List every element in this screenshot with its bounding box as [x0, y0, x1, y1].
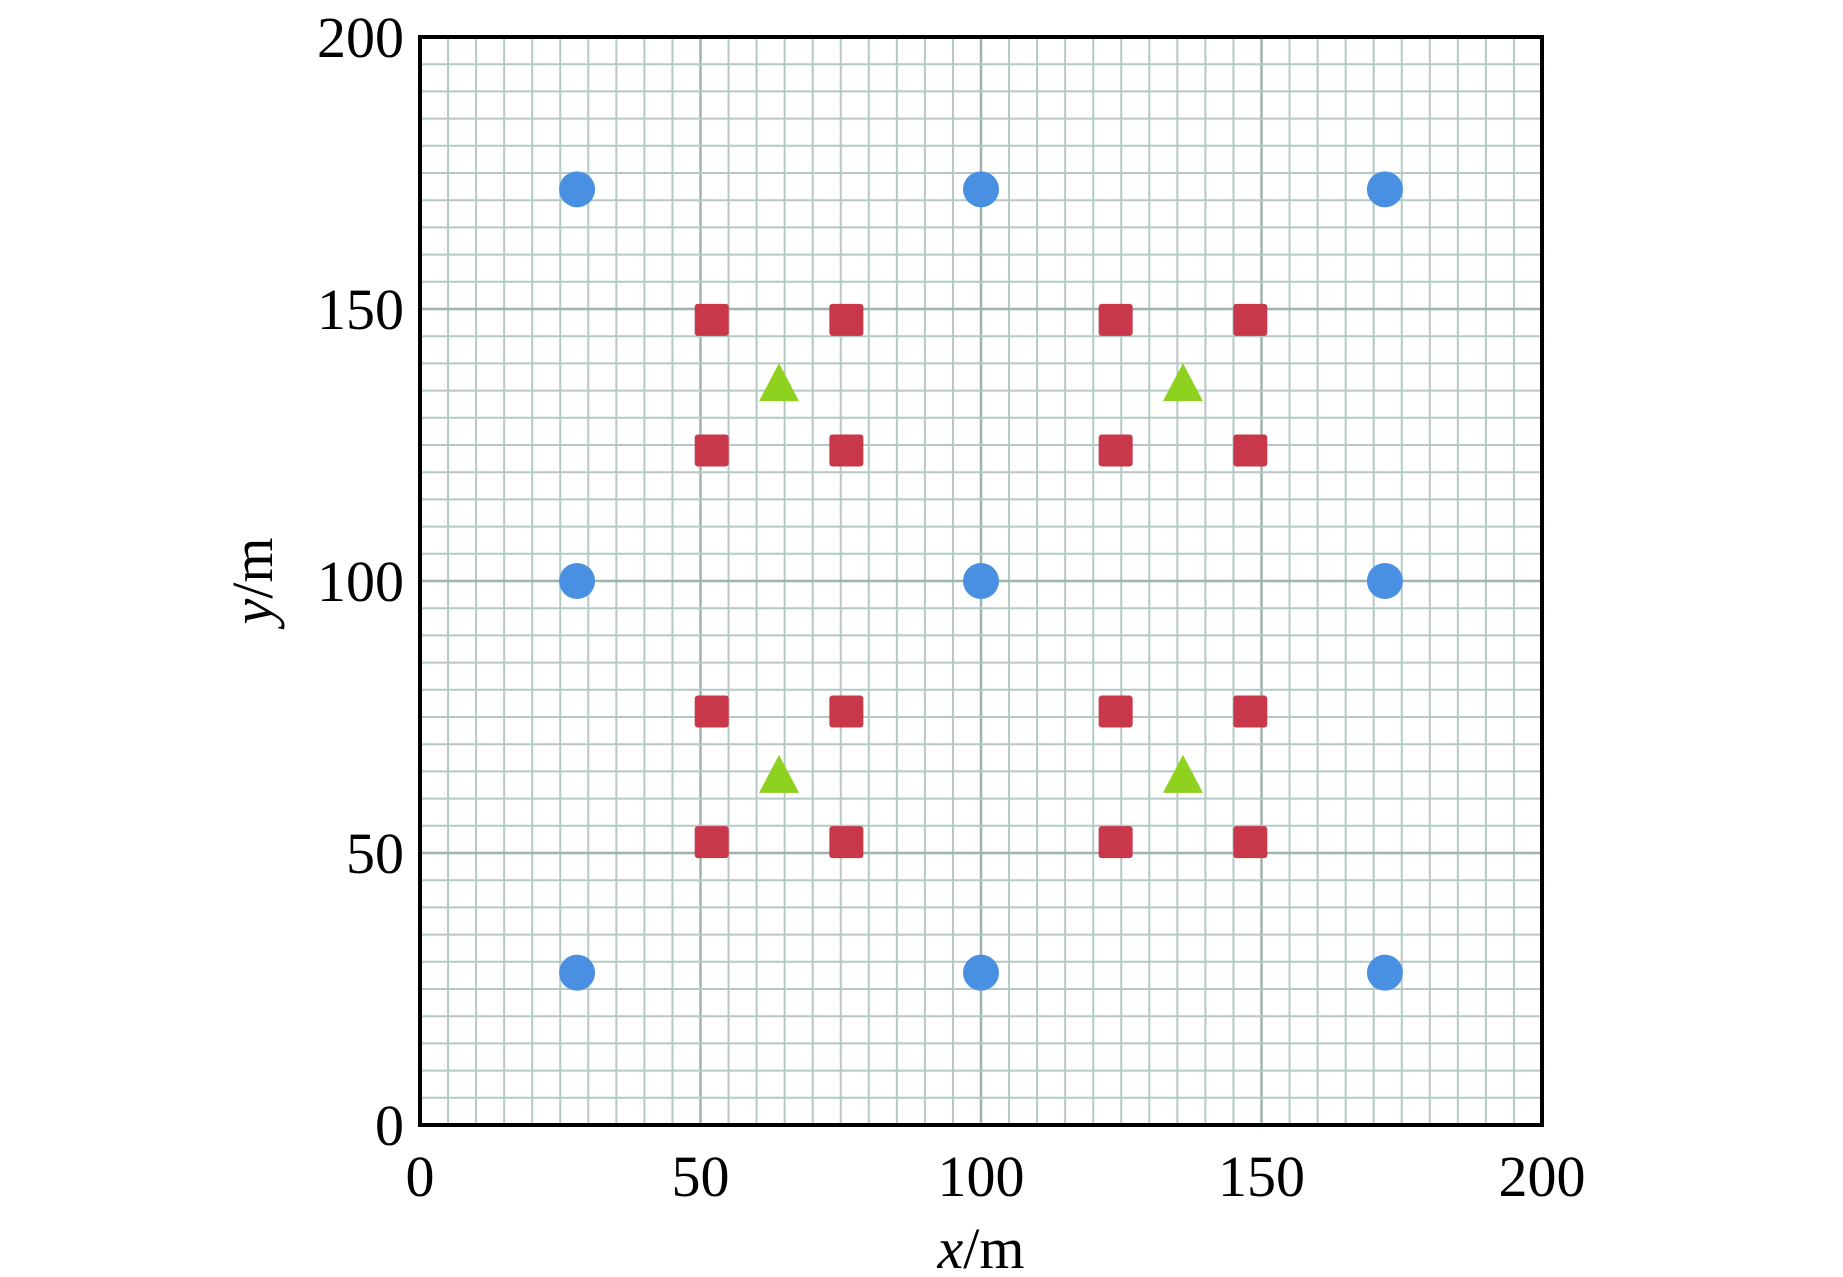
y-axis-label: y/m: [220, 538, 285, 630]
x-tick-label: 0: [406, 1144, 435, 1209]
square-point: [694, 826, 729, 859]
square-point: [694, 303, 729, 336]
square-point: [829, 434, 864, 467]
square-point: [1233, 695, 1268, 728]
circle-point: [963, 171, 999, 208]
x-tick-label: 50: [672, 1144, 730, 1209]
square-point: [1233, 434, 1268, 467]
circle-point: [559, 563, 596, 599]
plot-frame: [418, 35, 1544, 1127]
square-point: [829, 695, 864, 728]
circle-point: [559, 171, 596, 208]
circle-point: [963, 563, 999, 599]
y-tick-label: 100: [317, 549, 404, 614]
data-points: [559, 171, 1403, 991]
square-point: [694, 695, 729, 728]
y-tick-label: 200: [317, 5, 404, 70]
square-point: [1098, 434, 1133, 467]
triangle-point: [759, 754, 800, 793]
y-tick-label: 0: [375, 1093, 404, 1158]
y-tick-label: 150: [317, 277, 404, 342]
x-tick-label: 150: [1218, 1144, 1305, 1209]
square-point: [1098, 695, 1133, 728]
grid: [420, 37, 1542, 1125]
circle-point: [1366, 171, 1403, 208]
circle-point: [1366, 563, 1403, 599]
square-point: [829, 826, 864, 859]
circle-point: [1366, 954, 1403, 991]
triangle-point: [1162, 363, 1203, 402]
y-tick-label: 50: [346, 821, 404, 886]
square-point: [1233, 826, 1268, 859]
circle-point: [559, 954, 596, 991]
square-point: [1098, 826, 1133, 859]
triangle-point: [759, 363, 800, 402]
x-tick-labels: 0 50 100 150 200: [406, 1144, 1586, 1209]
x-tick-label: 200: [1499, 1144, 1586, 1209]
circle-point: [963, 954, 999, 991]
square-point: [829, 303, 864, 336]
square-point: [694, 434, 729, 467]
triangle-point: [1162, 754, 1203, 793]
x-tick-label: 100: [938, 1144, 1025, 1209]
y-tick-labels: 0 50 100 150 200: [317, 5, 404, 1158]
square-point: [1233, 303, 1268, 336]
x-axis-label: x/m: [937, 1216, 1025, 1277]
square-point: [1098, 303, 1133, 336]
